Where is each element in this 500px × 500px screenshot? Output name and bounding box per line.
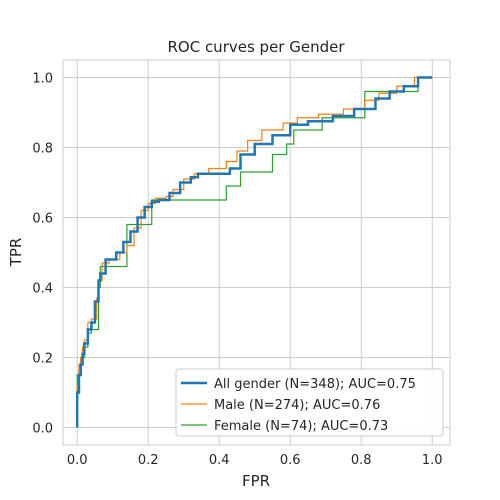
series-layer	[75, 76, 433, 428]
y-tick-label: 0.0	[32, 422, 53, 437]
chart-title: ROC curves per Gender	[167, 38, 345, 56]
x-axis-label: FPR	[242, 472, 270, 490]
legend-box	[175, 368, 444, 437]
x-tick-label: 1.0	[422, 453, 443, 468]
series-line-0	[75, 76, 433, 428]
y-tick-label: 0.2	[32, 352, 53, 367]
x-tick-label: 0.8	[351, 453, 372, 468]
plot-frame	[62, 59, 451, 446]
series-line-1	[76, 76, 433, 428]
legend-label-2: Female (N=74); AUC=0.73	[214, 419, 388, 434]
x-tick-label: 0.2	[138, 453, 159, 468]
y-tick-label: 1.0	[32, 72, 53, 87]
x-tick-label: 0.4	[209, 453, 230, 468]
y-axis-label: TPR	[7, 238, 25, 268]
y-tick-labels: 0.0 0.2 0.4 0.6 0.8 1.0	[32, 72, 53, 437]
y-tick-label: 0.8	[32, 142, 53, 157]
x-tick-labels: 0.0 0.2 0.4 0.6 0.8 1.0	[67, 453, 443, 468]
legend-label-1: Male (N=274); AUC=0.76	[214, 398, 380, 413]
x-tick-label: 0.6	[280, 453, 301, 468]
y-tick-label: 0.6	[32, 212, 53, 227]
series-line-2	[76, 76, 433, 428]
x-tick-label: 0.0	[67, 453, 88, 468]
grid	[63, 60, 450, 445]
legend-label-0: All gender (N=348); AUC=0.75	[214, 377, 416, 392]
legend: All gender (N=348); AUC=0.75 Male (N=274)…	[175, 368, 444, 437]
y-tick-label: 0.4	[32, 282, 53, 297]
